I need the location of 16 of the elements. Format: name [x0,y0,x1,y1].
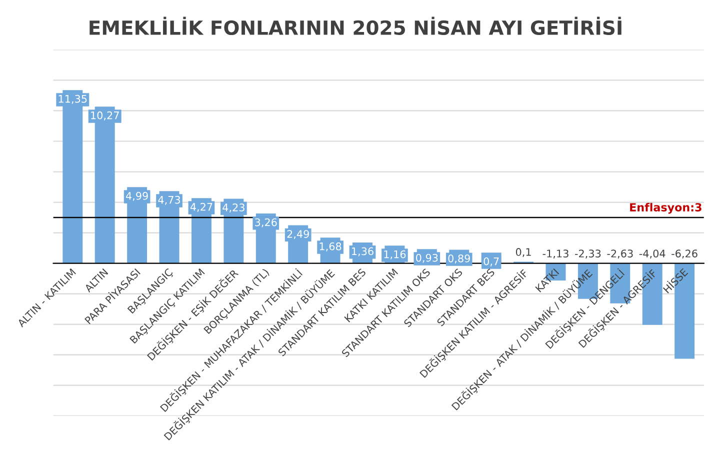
data-label: 4,27 [190,202,212,212]
ref-line-label: Enflasyon:3 [630,202,702,214]
data-label: -2,33 [574,250,601,259]
data-label: -4,04 [639,250,666,259]
chart-title: EMEKLİLİK FONLARININ 2025 NİSAN AYI GETİRİSİ [90,16,622,36]
data-label: 0,1 [516,248,531,257]
data-label: 10,27 [91,111,119,120]
data-label: 4,23 [222,204,244,212]
data-label: 11,35 [58,94,87,104]
data-label: 4,73 [158,196,180,205]
data-label: 4,99 [126,192,148,201]
data-label: 2,49 [287,230,309,240]
data-label: -1,13 [542,250,568,259]
data-label: 3,26 [255,218,277,228]
data-label: -2,63 [607,250,633,259]
data-label: -6,26 [672,250,698,259]
